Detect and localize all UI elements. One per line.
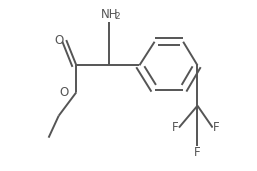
Text: F: F [213, 121, 219, 134]
Text: F: F [194, 146, 201, 159]
Text: 2: 2 [114, 12, 120, 21]
Text: NH: NH [100, 8, 118, 21]
Text: O: O [59, 86, 68, 99]
Text: O: O [54, 34, 63, 47]
Text: F: F [172, 121, 179, 134]
